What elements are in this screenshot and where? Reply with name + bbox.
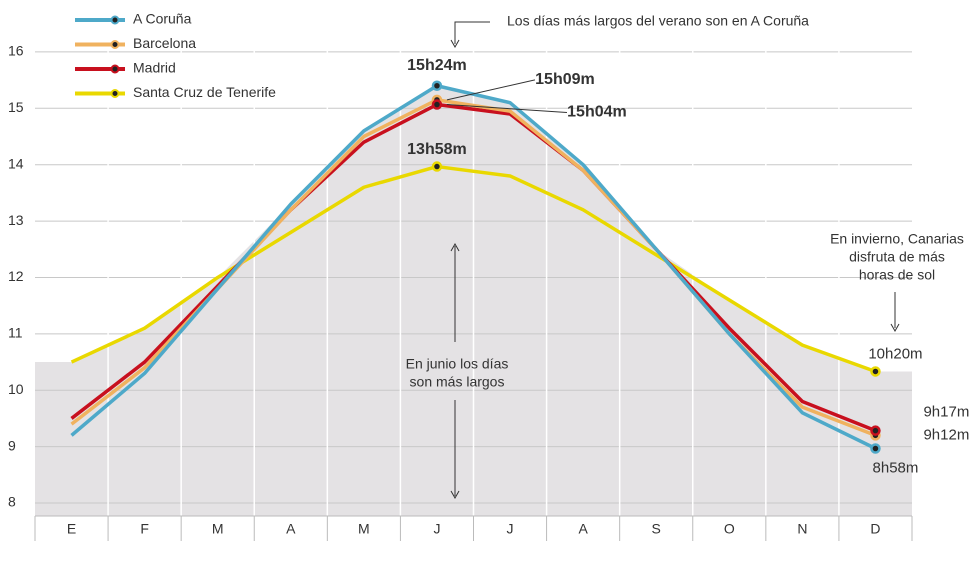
x-tick-label: E — [67, 521, 76, 537]
legend-label: A Coruña — [133, 11, 192, 27]
y-tick-label: 13 — [8, 212, 24, 228]
value-label: 15h24m — [407, 57, 467, 74]
y-tick-label: 10 — [8, 381, 24, 397]
legend-marker — [110, 40, 120, 49]
leader-line — [446, 104, 567, 114]
y-tick-label: 16 — [8, 43, 24, 59]
arrow — [454, 21, 490, 44]
point-marker — [870, 425, 881, 436]
y-tick-label: 9 — [8, 437, 16, 453]
x-tick-label: F — [140, 521, 149, 537]
leader-line — [446, 79, 536, 101]
x-tick-label: O — [724, 521, 735, 537]
annotation: En invierno, Canarias — [830, 231, 964, 247]
x-tick-label: M — [212, 521, 224, 537]
legend-marker — [110, 89, 120, 98]
x-tick-label: J — [433, 521, 440, 537]
x-tick-label: N — [797, 521, 807, 537]
value-label: 10h20m — [868, 345, 922, 362]
arrow-head — [890, 323, 900, 333]
series-line — [70, 102, 877, 433]
x-tick-label: D — [870, 521, 880, 537]
value-label: 15h04m — [567, 104, 627, 121]
x-tick-label: M — [358, 521, 370, 537]
value-label: 15h09m — [535, 71, 595, 88]
annotation: disfruta de más — [849, 249, 945, 265]
y-tick-label: 12 — [8, 268, 24, 284]
arrow-head — [450, 242, 460, 252]
foreground-layer: A Coruña Barcelona Madrid Santa Cruz de Ten… — [70, 11, 969, 476]
x-tick-label: J — [507, 521, 514, 537]
point-marker — [870, 366, 881, 377]
legend-label: Santa Cruz de Tenerife — [133, 84, 276, 100]
annotation: Los días más largos del verano son en A … — [507, 13, 809, 29]
arrow-head — [450, 39, 460, 49]
point-marker — [431, 80, 443, 92]
value-label: 9h12m — [923, 426, 969, 443]
y-tick-label: 14 — [8, 155, 24, 171]
y-tick-label: 11 — [8, 325, 23, 341]
annotation: En junio los días — [406, 356, 509, 372]
background-layer: 8 9 10 11 12 13 14 15 16 E F M A M J J A S O N D — [8, 35, 913, 541]
x-tick-label: A — [286, 521, 296, 537]
legend-label: Madrid — [133, 60, 176, 76]
y-tick-label: 15 — [8, 99, 24, 115]
value-label: 13h58m — [407, 141, 467, 158]
legend-label: Barcelona — [133, 35, 196, 51]
x-tick-label: S — [652, 521, 661, 537]
annotation: son más largos — [410, 374, 505, 390]
legend-marker — [110, 64, 120, 74]
y-tick-label: 8 — [8, 494, 16, 510]
point-marker — [431, 99, 443, 110]
annotation: horas de sol — [859, 267, 935, 283]
arrow-head — [450, 490, 460, 500]
series-line — [70, 164, 877, 374]
value-label: 9h17m — [923, 404, 969, 421]
x-tick-label: A — [578, 521, 588, 537]
legend-marker — [110, 15, 120, 25]
value-label: 8h58m — [873, 459, 919, 476]
point-marker — [870, 443, 881, 454]
annotation-arrows — [450, 21, 900, 500]
point-marker — [431, 161, 443, 172]
